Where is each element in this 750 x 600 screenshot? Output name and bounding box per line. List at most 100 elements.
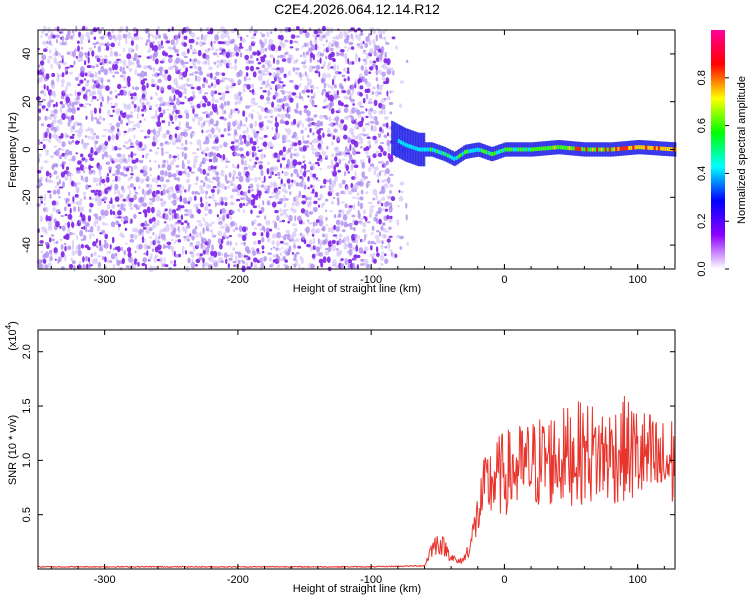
spectrogram-noise-cell [53,170,58,175]
spectrogram-noise-cell [351,214,356,218]
spectrogram-noise-cell [361,162,366,169]
spectrogram-noise-cell [388,206,393,213]
spectrogram-noise-cell [390,196,396,202]
spectrogram-noise-cell [196,86,201,91]
spectrogram-noise-cell [232,175,235,182]
spectrogram-noise-cell [190,251,195,258]
spectrogram-noise-cell [102,196,108,201]
spectrogram-noise-cell [106,79,111,83]
spectrogram-noise-cell [295,71,299,75]
spectrogram-noise-cell [126,65,129,69]
spectrogram-signal-core [487,150,490,155]
spectrogram-signal-core [562,145,564,150]
spectrogram-noise-cell [49,174,54,177]
spectrogram-noise-cell [203,205,209,212]
spectrogram-noise-cell [199,144,202,151]
spectrogram-noise-cell [77,249,82,257]
spectrogram-signal-core [446,153,449,158]
spectrogram-noise-cell [270,181,273,188]
spectrogram-noise-cell [371,63,377,68]
spectrogram-noise-cell [97,165,103,171]
spectrogram-noise-cell [332,135,336,140]
spectrogram-noise-cell [101,27,104,30]
spectrogram-noise-cell [245,226,249,231]
spectrogram-noise-cell [161,163,166,168]
spectrogram-noise-cell [106,251,112,254]
spectrogram-noise-cell [71,221,75,228]
spectrogram-noise-cell [224,252,228,259]
spectrogram-signal-core [440,150,443,155]
spectrogram-noise-cell [365,108,368,112]
spectrogram-noise-cell [333,84,337,89]
spectrogram-noise-cell [104,256,107,263]
spectrogram-noise-cell [149,174,152,177]
spectrogram-noise-cell [91,135,95,141]
spectrogram-noise-cell [43,92,47,97]
spectrogram-noise-cell [55,200,59,207]
spectrogram-noise-cell [41,105,46,109]
spectrogram-signal-core [523,147,526,152]
spectrogram-noise-cell [172,155,178,159]
spectrogram-noise-cell [192,71,195,77]
spectrogram-noise-cell [346,185,350,192]
spectrogram-noise-cell [237,164,240,169]
spectrogram-noise-cell [364,176,369,179]
spectrogram-noise-cell [227,263,230,269]
spectrogram-noise-cell [47,138,52,143]
spectrogram-noise-cell [276,93,280,97]
spectrogram-noise-cell [207,48,211,51]
spectrogram-noise-cell [103,128,108,132]
spectrogram-noise-cell [311,99,315,107]
spectrogram-noise-cell [140,79,145,86]
spectrogram-noise-cell [382,72,387,77]
x-tick-label: 100 [629,574,647,586]
spectrogram-signal-core [483,149,486,154]
spectrogram-noise-cell [127,119,131,125]
spectrogram-noise-cell [184,220,188,224]
spectrogram-noise-cell [149,167,152,172]
spectrogram-noise-cell [211,221,215,224]
spectrogram-noise-cell [158,66,164,72]
spectrogram-noise-cell [189,244,194,247]
spectrogram-noise-cell [157,73,160,76]
spectrogram-noise-cell [196,60,201,65]
spectrogram-noise-cell [222,213,227,217]
spectrogram-noise-cell [288,214,293,222]
colorbar-tick-label: 0.4 [696,166,708,181]
spectrogram-noise-cell [45,206,49,213]
spectrogram-noise-cell [204,158,210,161]
spectrogram-noise-cell [225,160,231,163]
spectrogram-noise-cell [89,264,93,267]
spectrogram-noise-cell [359,178,364,181]
spectrogram-noise-cell [110,125,115,131]
spectrogram-noise-cell [346,223,349,227]
spectrogram-noise-cell [161,150,164,156]
spectrogram-signal-core [502,148,505,153]
spectrogram-noise-cell [204,120,209,123]
spectrogram-noise-cell [166,241,172,245]
spectrogram-noise-cell [333,165,337,172]
spectrogram-signal-core [583,147,586,152]
spectrogram-noise-cell [101,178,106,184]
spectrogram-noise-cell [190,38,195,44]
spectrogram-noise-cell [45,108,49,112]
spectrogram-noise-cell [333,75,337,78]
spectrogram-noise-cell [150,253,153,260]
spectrogram-noise-cell [95,135,100,140]
spectrogram-noise-cell [121,188,126,194]
spectrogram-noise-cell [178,127,182,130]
spectrogram-noise-cell [117,130,121,137]
spectrogram-noise-cell [110,221,116,228]
spectrogram-noise-cell [372,109,377,115]
spectrogram-noise-cell [53,91,56,99]
spectrogram-noise-cell [302,51,305,56]
spectrogram-noise-cell [56,181,60,186]
spectrogram-noise-cell [149,227,153,232]
spectrogram-noise-cell [318,214,324,221]
spectrogram-noise-cell [198,192,201,195]
spectrogram-noise-cell [295,182,300,187]
spectrogram-noise-cell [320,121,324,127]
spectrogram-signal-core [564,145,567,150]
spectrogram-noise-cell [366,136,371,139]
